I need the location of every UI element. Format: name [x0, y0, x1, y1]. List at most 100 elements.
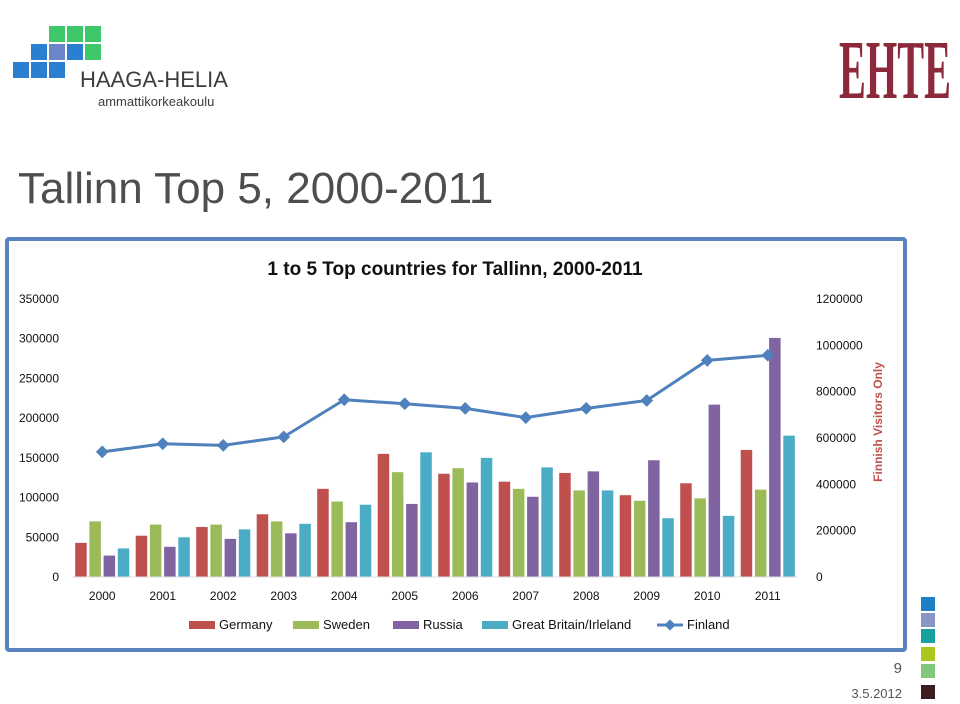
y-left-tick-label: 150000 — [19, 451, 59, 465]
x-tick-label: 2002 — [210, 589, 237, 603]
y-left-tick-label: 100000 — [19, 491, 59, 505]
x-tick-label: 2009 — [633, 589, 660, 603]
bar-sweden-2011 — [754, 489, 767, 577]
bar-sweden-2007 — [512, 488, 525, 577]
y-right-tick-label: 800000 — [816, 385, 856, 399]
bar-germany-2006 — [438, 473, 450, 577]
y-right-tick-label: 600000 — [816, 431, 856, 445]
legend-swatch — [482, 621, 508, 629]
bar-sweden-2008 — [573, 490, 585, 577]
bar-germany-2009 — [619, 495, 632, 577]
x-tick-label: 2008 — [573, 589, 600, 603]
x-tick-label: 2001 — [149, 589, 176, 603]
bar-russia-2001 — [164, 546, 176, 577]
bar-russia-2010 — [708, 404, 721, 577]
legend-label: Sweden — [323, 617, 370, 632]
legend-label: Great Britain/Irleland — [512, 617, 631, 632]
bar-germany-2005 — [377, 453, 390, 577]
y-right-tick-label: 1200000 — [816, 292, 863, 306]
bar-germany-2008 — [559, 472, 571, 577]
y-right-tick-label: 0 — [816, 570, 823, 584]
legend-label: Finland — [687, 617, 730, 632]
side-square — [921, 597, 935, 611]
bar-great-britain-irleland-2000 — [117, 548, 130, 577]
legend-marker — [664, 619, 676, 631]
bar-sweden-2010 — [694, 498, 706, 577]
y-axis-right-label: Finnish Visitors Only — [871, 362, 885, 482]
bar-russia-2011 — [769, 337, 781, 577]
x-tick-label: 2010 — [694, 589, 721, 603]
x-tick-label: 2006 — [452, 589, 479, 603]
finland-point-2006 — [458, 401, 472, 415]
bar-germany-2003 — [256, 514, 269, 577]
x-tick-label: 2005 — [391, 589, 418, 603]
bar-sweden-2002 — [210, 524, 222, 577]
bar-great-britain-irleland-2011 — [783, 435, 795, 577]
bar-great-britain-irleland-2007 — [541, 467, 553, 577]
x-tick-label: 2004 — [331, 589, 358, 603]
bar-russia-2005 — [406, 503, 418, 577]
x-tick-label: 2003 — [270, 589, 297, 603]
bars — [75, 337, 795, 577]
bar-russia-2003 — [285, 533, 297, 577]
y-left-tick-label: 300000 — [19, 332, 59, 346]
slide-number: 9 — [893, 660, 902, 677]
slide-title: Tallinn Top 5, 2000-2011 — [18, 164, 494, 213]
bar-germany-2001 — [135, 535, 148, 577]
bar-great-britain-irleland-2004 — [359, 504, 372, 577]
bar-russia-2008 — [587, 471, 600, 577]
bar-sweden-2003 — [270, 521, 283, 577]
finland-point-2001 — [156, 437, 170, 451]
logo-left-sub: ammattikorkeakoulu — [98, 94, 214, 109]
bar-great-britain-irleland-2008 — [601, 490, 614, 577]
bar-russia-2000 — [103, 555, 116, 577]
legend-label: Russia — [423, 617, 464, 632]
x-tick-label: 2007 — [512, 589, 539, 603]
bar-sweden-2009 — [633, 500, 646, 577]
finland-line-path — [102, 353, 768, 454]
bar-great-britain-irleland-2009 — [662, 518, 674, 577]
bar-great-britain-irleland-2001 — [178, 537, 190, 577]
y-right-tick-label: 400000 — [816, 477, 856, 491]
chart: 1 to 5 Top countries for Tallinn, 2000-2… — [5, 237, 907, 652]
bar-great-britain-irleland-2003 — [299, 523, 311, 577]
bar-sweden-2001 — [149, 524, 162, 577]
y-left-tick-label: 0 — [52, 570, 59, 584]
finland-point-2004 — [337, 393, 351, 407]
y-right-tick-label: 1000000 — [816, 338, 863, 352]
bar-germany-2011 — [740, 449, 753, 577]
legend-swatch — [293, 621, 319, 629]
bar-russia-2007 — [527, 496, 539, 577]
side-square — [921, 629, 935, 643]
bar-russia-2004 — [345, 522, 358, 577]
bar-germany-2000 — [75, 542, 87, 577]
side-square — [921, 647, 935, 661]
x-tick-label: 2000 — [89, 589, 116, 603]
bar-sweden-2004 — [331, 501, 343, 577]
side-square — [921, 685, 935, 699]
bar-germany-2004 — [317, 488, 329, 577]
bar-sweden-2006 — [452, 468, 464, 577]
bar-great-britain-irleland-2005 — [420, 452, 432, 577]
side-square — [921, 664, 935, 678]
logo-left-name: HAAGA-HELIA — [80, 67, 228, 92]
bar-russia-2009 — [648, 460, 660, 577]
y-axis-left: 0 50000 100000 150000 200000 250000 300000 3500… — [19, 292, 59, 584]
bar-russia-2002 — [224, 538, 237, 577]
x-tick-label: 2011 — [755, 589, 781, 603]
finland-point-2003 — [277, 430, 291, 444]
y-left-tick-label: 50000 — [26, 530, 60, 544]
legend-swatch — [189, 621, 215, 629]
bar-great-britain-irleland-2010 — [722, 515, 735, 577]
finland-line — [95, 348, 775, 459]
finland-point-2000 — [95, 445, 109, 459]
y-left-tick-label: 250000 — [19, 371, 59, 385]
chart-title: 1 to 5 Top countries for Tallinn, 2000-2… — [267, 259, 643, 280]
slide-date: 3.5.2012 — [851, 686, 902, 701]
y-right-tick-label: 200000 — [816, 524, 856, 538]
bar-sweden-2005 — [391, 472, 404, 577]
bar-sweden-2000 — [89, 521, 101, 577]
finland-point-2002 — [216, 439, 230, 452]
legend-swatch — [393, 621, 419, 629]
x-axis: 2000 2001 2002 2003 2004 2005 2006 2007 2008 2009… — [72, 576, 798, 603]
